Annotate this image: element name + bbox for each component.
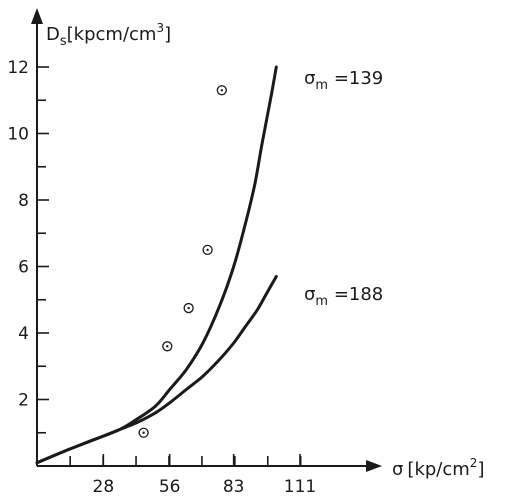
y-tick-label: 10 (7, 125, 29, 145)
ticks: 2 4 6 8 10 12 28 56 83 111 (7, 58, 316, 497)
y-tick-label: 4 (18, 324, 29, 344)
data-point (202, 244, 213, 256)
y-tick-label: 2 (18, 391, 29, 411)
x-tick-label: 111 (284, 477, 316, 497)
series-line-139 (35, 65, 278, 465)
data-point (162, 341, 173, 352)
series-line-188 (35, 275, 278, 465)
y-axis-arrow (31, 8, 43, 24)
x-tick-label: 83 (223, 477, 245, 497)
data-point (216, 85, 227, 96)
y-tick-label: 8 (18, 191, 29, 211)
x-axis-label: σ [kp/cm2] (392, 456, 484, 480)
y-axis-label: Ds[kpcm/cm3] (46, 21, 171, 49)
x-tick-label: 56 (159, 477, 181, 497)
y-tick-label: 6 (18, 258, 29, 278)
x-axis-arrow (366, 460, 382, 472)
data-point (138, 427, 149, 438)
series-curves (35, 65, 278, 465)
series-label-188: σm =188 (304, 284, 383, 309)
data-point (183, 302, 194, 314)
x-tick-label: 28 (93, 477, 115, 497)
series-label-139: σm =139 (304, 68, 383, 93)
y-tick-label: 12 (7, 58, 29, 78)
axes (31, 8, 382, 472)
data-points (138, 85, 227, 438)
